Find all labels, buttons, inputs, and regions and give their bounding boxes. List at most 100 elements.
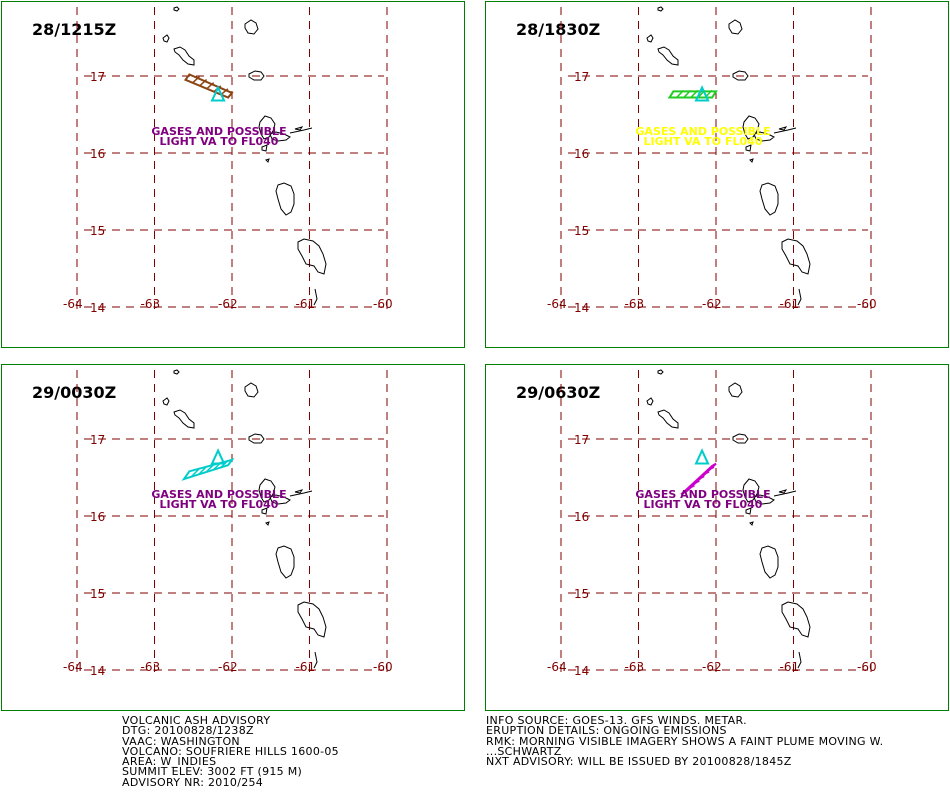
longitude-label: -61 — [296, 660, 316, 674]
latitude-label: 16 — [574, 147, 589, 161]
advisory-line: ...SCHWARTZ — [486, 744, 562, 758]
island-outline — [294, 489, 304, 494]
ash-plume-hatch — [696, 475, 705, 481]
island-outline — [248, 433, 265, 444]
island-outline — [759, 182, 779, 216]
latitude-label: 17 — [574, 433, 589, 447]
advisory-line: VAAC: WASHINGTON — [122, 734, 240, 748]
latitude-label: 17 — [574, 70, 589, 84]
latitude-label: 14 — [574, 664, 589, 678]
island-outline — [258, 478, 291, 505]
island-outline — [745, 507, 752, 515]
island-outline — [173, 369, 180, 375]
longitude-label: -62 — [702, 660, 722, 674]
forecast-panel-2: 28/1830Z -64 -63 -62 -61 -60 17 16 15 14 GASES AN… — [485, 1, 949, 348]
island-outline — [646, 397, 654, 406]
island-outline — [759, 545, 779, 579]
panel-time: 28/1215Z — [32, 20, 117, 39]
latitude-label: 14 — [574, 301, 589, 315]
advisory-line: VOLCANO: SOUFRIERE HILLS 1600-05 — [122, 744, 339, 758]
panel-time: 29/0030Z — [32, 383, 117, 402]
island-outline — [657, 369, 664, 375]
ash-plume-hatch — [685, 485, 695, 491]
advisory-line: NXT ADVISORY: WILL BE ISSUED BY 20100828… — [486, 755, 792, 769]
island-outline — [162, 34, 170, 43]
advisory-line: INFO SOURCE: GOES-13. GFS WINDS. METAR. — [486, 714, 747, 727]
latitude-label: 15 — [574, 224, 589, 238]
longitude-label: -64 — [547, 297, 567, 311]
latitude-label: 14 — [90, 664, 105, 678]
ash-plume-hatch — [190, 467, 201, 478]
island-outline — [294, 126, 304, 131]
island-outline — [657, 46, 679, 66]
longitude-label: -60 — [373, 297, 393, 311]
advisory-line: ADVISORY NR: 2010/254 — [122, 775, 264, 789]
longitude-label: -61 — [296, 297, 316, 311]
island-outline — [261, 507, 268, 515]
forecast-panel-1: 28/1215Z -64 -63 -62 -61 -60 17 16 15 14 GASES AN… — [1, 1, 465, 348]
ash-plume-hatch — [683, 89, 692, 99]
latitude-label: 17 — [90, 70, 105, 84]
longitude-label: -64 — [547, 660, 567, 674]
advisory-line: DTG: 20100828/1238Z — [122, 724, 254, 738]
island-outline — [275, 545, 295, 579]
forecast-panel-4: 29/0630Z -64 -63 -62 -61 -60 17 16 15 14 GASES AN… — [485, 364, 949, 711]
ash-cloud-label: LIGHT VA TO FL040 — [644, 135, 763, 148]
island-outline — [173, 409, 195, 429]
advisory-line: ERUPTION DETAILS: ONGOING EMISSIONS — [486, 724, 727, 738]
longitude-label: -60 — [373, 660, 393, 674]
island-outline — [773, 127, 797, 134]
island-outline — [749, 521, 754, 526]
island-outline — [742, 115, 775, 142]
longitude-label: -61 — [780, 297, 800, 311]
longitude-label: -62 — [218, 297, 238, 311]
longitude-label: -63 — [141, 660, 161, 674]
island-outline — [313, 288, 318, 306]
island-outline — [244, 19, 259, 35]
longitude-label: -63 — [625, 297, 645, 311]
ash-cloud-label: GASES AND POSSIBLE — [151, 125, 286, 138]
ash-plume-hatch — [205, 464, 215, 473]
island-outline — [732, 433, 749, 444]
island-outline — [781, 601, 811, 638]
island-outline — [745, 144, 752, 152]
volcano-icon — [210, 448, 226, 465]
ash-plume-hatch — [706, 466, 715, 472]
latitude-label: 16 — [574, 510, 589, 524]
advisory-details: INFO SOURCE: GOES-13. GFS WINDS. METAR. … — [486, 714, 884, 769]
ash-plume-hatch — [206, 82, 215, 90]
ash-cloud-label: GASES AND POSSIBLE — [635, 125, 770, 138]
longitude-label: -60 — [857, 297, 877, 311]
island-outline — [173, 6, 180, 12]
ash-cloud-label: LIGHT VA TO FL040 — [160, 135, 279, 148]
island-outline — [173, 46, 195, 66]
ash-cloud-label: GASES AND POSSIBLE — [151, 488, 286, 501]
ash-plume-hatch — [192, 75, 200, 84]
island-outline — [258, 115, 291, 142]
island-outline — [773, 490, 797, 497]
ash-plume-hatch — [198, 465, 208, 475]
island-outline — [297, 238, 327, 275]
volcano-icon — [694, 448, 710, 465]
advisory-line: SUMMIT ELEV: 3002 FT (915 M) — [122, 765, 303, 779]
ash-plume-hatch — [691, 480, 700, 486]
ash-plume-hatch — [220, 88, 229, 96]
island-outline — [781, 238, 811, 275]
advisory-line: RMK: MORNING VISIBLE IMAGERY SHOWS A FAI… — [486, 734, 884, 748]
island-outline — [289, 127, 313, 134]
longitude-label: -62 — [218, 660, 238, 674]
latitude-label: 17 — [90, 433, 105, 447]
island-outline — [313, 651, 318, 669]
island-outline — [248, 70, 265, 81]
ash-cloud-label: GASES AND POSSIBLE — [635, 488, 770, 501]
island-outline — [261, 144, 268, 152]
island-outline — [289, 490, 313, 497]
island-outline — [244, 382, 259, 398]
latitude-label: 15 — [90, 224, 105, 238]
ash-plume-outline — [183, 73, 234, 99]
ash-plume-hatch — [676, 89, 685, 99]
latitude-label: 16 — [90, 147, 105, 161]
island-outline — [657, 6, 664, 12]
ash-plume-hatch — [199, 79, 208, 87]
island-outline — [162, 397, 170, 406]
